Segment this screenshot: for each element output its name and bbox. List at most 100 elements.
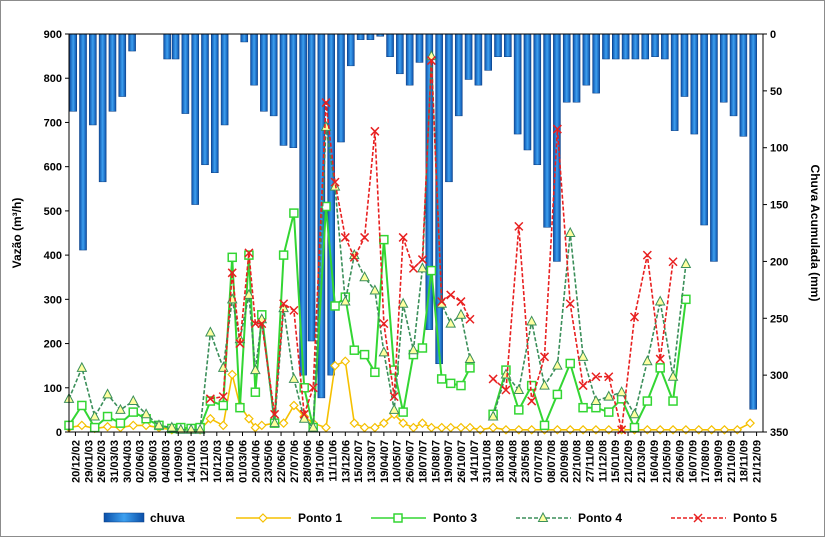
data-point [446, 290, 456, 300]
data-point [89, 422, 100, 433]
data-point [513, 383, 525, 394]
rain-bar [181, 33, 190, 114]
data-point [359, 422, 370, 433]
data-point [501, 385, 511, 395]
data-point [330, 177, 340, 187]
x-tick-label: 18/03/08 [495, 440, 507, 483]
data-point [667, 370, 679, 381]
legend-swatch-chuva [103, 512, 145, 523]
data-point [340, 356, 351, 367]
x-tick-label: 15/01/09 [610, 440, 622, 483]
data-point [299, 409, 309, 419]
data-point [526, 315, 537, 326]
data-point [256, 420, 267, 431]
rain-bar [356, 33, 365, 40]
rain-bar [523, 33, 532, 151]
data-point [642, 424, 653, 435]
data-point [308, 383, 318, 393]
rain-bar [572, 33, 581, 103]
data-point [539, 379, 550, 390]
data-point [552, 359, 563, 370]
data-point [250, 387, 261, 397]
rain-bar [582, 33, 591, 86]
rain-bar [108, 33, 117, 112]
right-tick-label: 100 [770, 143, 788, 155]
data-point [398, 407, 408, 417]
data-point [349, 345, 360, 355]
x-tick-label: 13/03/07 [366, 440, 378, 483]
data-point [166, 421, 178, 432]
rain-bar [307, 33, 316, 342]
rain-bar [79, 33, 87, 251]
x-tick-label: 18/11/09 [739, 440, 751, 482]
rain-bar [670, 33, 679, 131]
data-point [205, 326, 216, 337]
rain-bar [690, 33, 699, 135]
x-tick-label: 29/01/03 [83, 440, 95, 483]
rain-bar [386, 33, 394, 57]
rain-bar [641, 33, 650, 60]
right-tick-label: 50 [770, 86, 782, 98]
data-point [298, 412, 310, 423]
legend-label: Ponto 3 [433, 511, 477, 525]
data-point [668, 424, 678, 435]
data-point [655, 363, 665, 373]
legend-marker [693, 513, 703, 523]
x-tick-label: 21/03/09 [636, 440, 648, 483]
data-point [244, 248, 254, 258]
data-point [629, 422, 640, 433]
rain-bar [484, 33, 492, 71]
rain-bar [719, 33, 728, 103]
rain-bar [269, 33, 278, 117]
data-point [445, 422, 456, 433]
data-point [370, 422, 380, 433]
data-point [340, 232, 350, 242]
data-point [218, 400, 228, 411]
rain-bar [661, 33, 669, 60]
series-line [492, 232, 687, 417]
data-point [370, 367, 380, 378]
data-point [514, 221, 524, 231]
data-point [102, 421, 113, 432]
left-tick-label: 0 [56, 427, 62, 439]
right-tick-label: 150 [770, 200, 788, 212]
x-tick-label: 14/10/03 [186, 440, 198, 483]
data-point [153, 419, 165, 430]
data-point [603, 424, 614, 435]
data-point [455, 308, 467, 319]
x-tick-label: 17/08/09 [700, 440, 712, 483]
rain-bar [337, 33, 345, 143]
x-tick-label: 21/05/09 [662, 440, 674, 483]
x-tick-label: 10/12/03 [212, 440, 224, 483]
rain-bar [454, 33, 463, 117]
x-tick-label: 26/06/07 [405, 440, 417, 483]
data-point [487, 410, 499, 421]
data-point [488, 422, 498, 433]
x-tick-label: 08/07/08 [546, 440, 558, 483]
data-point [235, 339, 245, 349]
x-tick-label: 26/02/03 [96, 440, 108, 483]
left-axis-title: Vazão (m³/h) [10, 198, 24, 269]
left-tick-label: 100 [44, 383, 62, 395]
data-point [591, 372, 601, 382]
x-tick-label: 12/11/03 [199, 440, 211, 482]
left-tick-label: 300 [44, 294, 62, 306]
rain-bar [729, 33, 738, 117]
x-tick-label: 23/05/06 [263, 440, 275, 483]
right-axis-title: Chuva Acumulada (mm) [808, 165, 822, 302]
data-point [526, 424, 537, 435]
data-point [288, 372, 300, 383]
x-tick-label: 14/11/07 [469, 440, 481, 482]
x-tick-label: 11/11/06 [327, 440, 339, 482]
data-point [360, 232, 370, 242]
right-tick-label: 250 [770, 313, 788, 325]
data-point [578, 402, 588, 413]
x-tick-label: 13/12/06 [340, 440, 352, 483]
rain-bar [602, 33, 610, 60]
data-point [642, 355, 653, 366]
rain-bar [69, 33, 77, 112]
data-point [102, 388, 113, 399]
plot-frame [68, 33, 764, 433]
rain-bar [513, 33, 522, 135]
